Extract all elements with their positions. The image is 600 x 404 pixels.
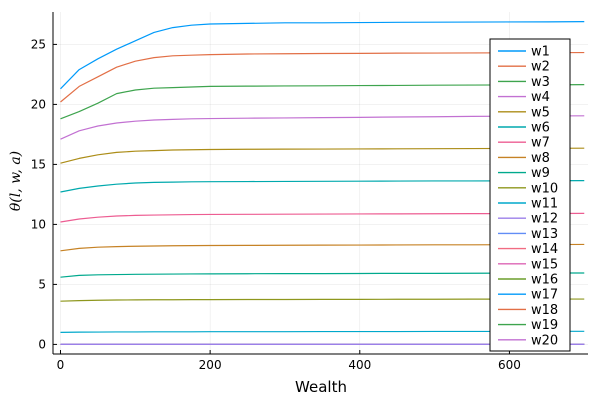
- legend-label-w18: w18: [531, 303, 558, 318]
- legend-label-w13: w13: [531, 227, 558, 242]
- y-axis-title: θ(l, w, a): [8, 151, 24, 211]
- series-line-w4: [60, 115, 585, 140]
- series-line-w7: [60, 212, 585, 223]
- legend-label-w2: w2: [531, 60, 550, 75]
- series-line-w1: [60, 21, 585, 90]
- legend-label-w7: w7: [531, 136, 550, 151]
- legend-label-w19: w19: [531, 318, 558, 333]
- legend-label-w5: w5: [531, 105, 550, 120]
- axes-layer: [52, 12, 588, 355]
- legend-label-w9: w9: [531, 166, 550, 181]
- series-layer: [60, 21, 585, 345]
- series-line-w2: [60, 51, 585, 103]
- y-tick-label: 10: [31, 217, 46, 231]
- y-tick-label: 15: [31, 157, 46, 171]
- x-tick-label: 0: [57, 358, 65, 372]
- legend-label-w4: w4: [531, 90, 550, 105]
- legend-label-w16: w16: [531, 273, 558, 288]
- x-tick-label: 200: [199, 358, 222, 372]
- series-line-w6: [60, 180, 585, 193]
- legend-label-w14: w14: [531, 242, 558, 257]
- x-tick-label: 400: [348, 358, 371, 372]
- legend-items: w1w2w3w4w5w6w7w8w9w10w11w12w13w14w15w16w…: [498, 45, 558, 348]
- legend-label-w12: w12: [531, 212, 558, 227]
- x-axis-title: Wealth: [295, 378, 347, 396]
- legend-label-w6: w6: [531, 121, 550, 136]
- series-line-w9: [60, 272, 585, 278]
- y-tick-label: 0: [38, 337, 46, 351]
- legend-label-w15: w15: [531, 257, 558, 272]
- legend-label-w1: w1: [531, 45, 550, 60]
- legend-label-w20: w20: [531, 333, 558, 348]
- legend-label-w11: w11: [531, 197, 558, 212]
- legend-label-w17: w17: [531, 288, 558, 303]
- ticks-layer: 0 200 400 600 0 5 10 15 20 25: [31, 37, 521, 372]
- legend-label-w8: w8: [531, 151, 550, 166]
- legend-box: [489, 38, 571, 352]
- y-tick-label: 25: [31, 37, 46, 51]
- y-tick-label: 5: [38, 277, 46, 291]
- series-line-w3: [60, 84, 585, 120]
- legend: w1w2w3w4w5w6w7w8w9w10w11w12w13w14w15w16w…: [489, 38, 571, 352]
- series-line-w8: [60, 243, 585, 252]
- series-line-w10: [60, 298, 585, 302]
- series-line-w11: [60, 330, 585, 333]
- y-tick-label: 20: [31, 97, 46, 111]
- legend-label-w3: w3: [531, 75, 550, 90]
- x-tick-label: 600: [498, 358, 521, 372]
- series-line-w5: [60, 147, 585, 164]
- legend-label-w10: w10: [531, 181, 558, 196]
